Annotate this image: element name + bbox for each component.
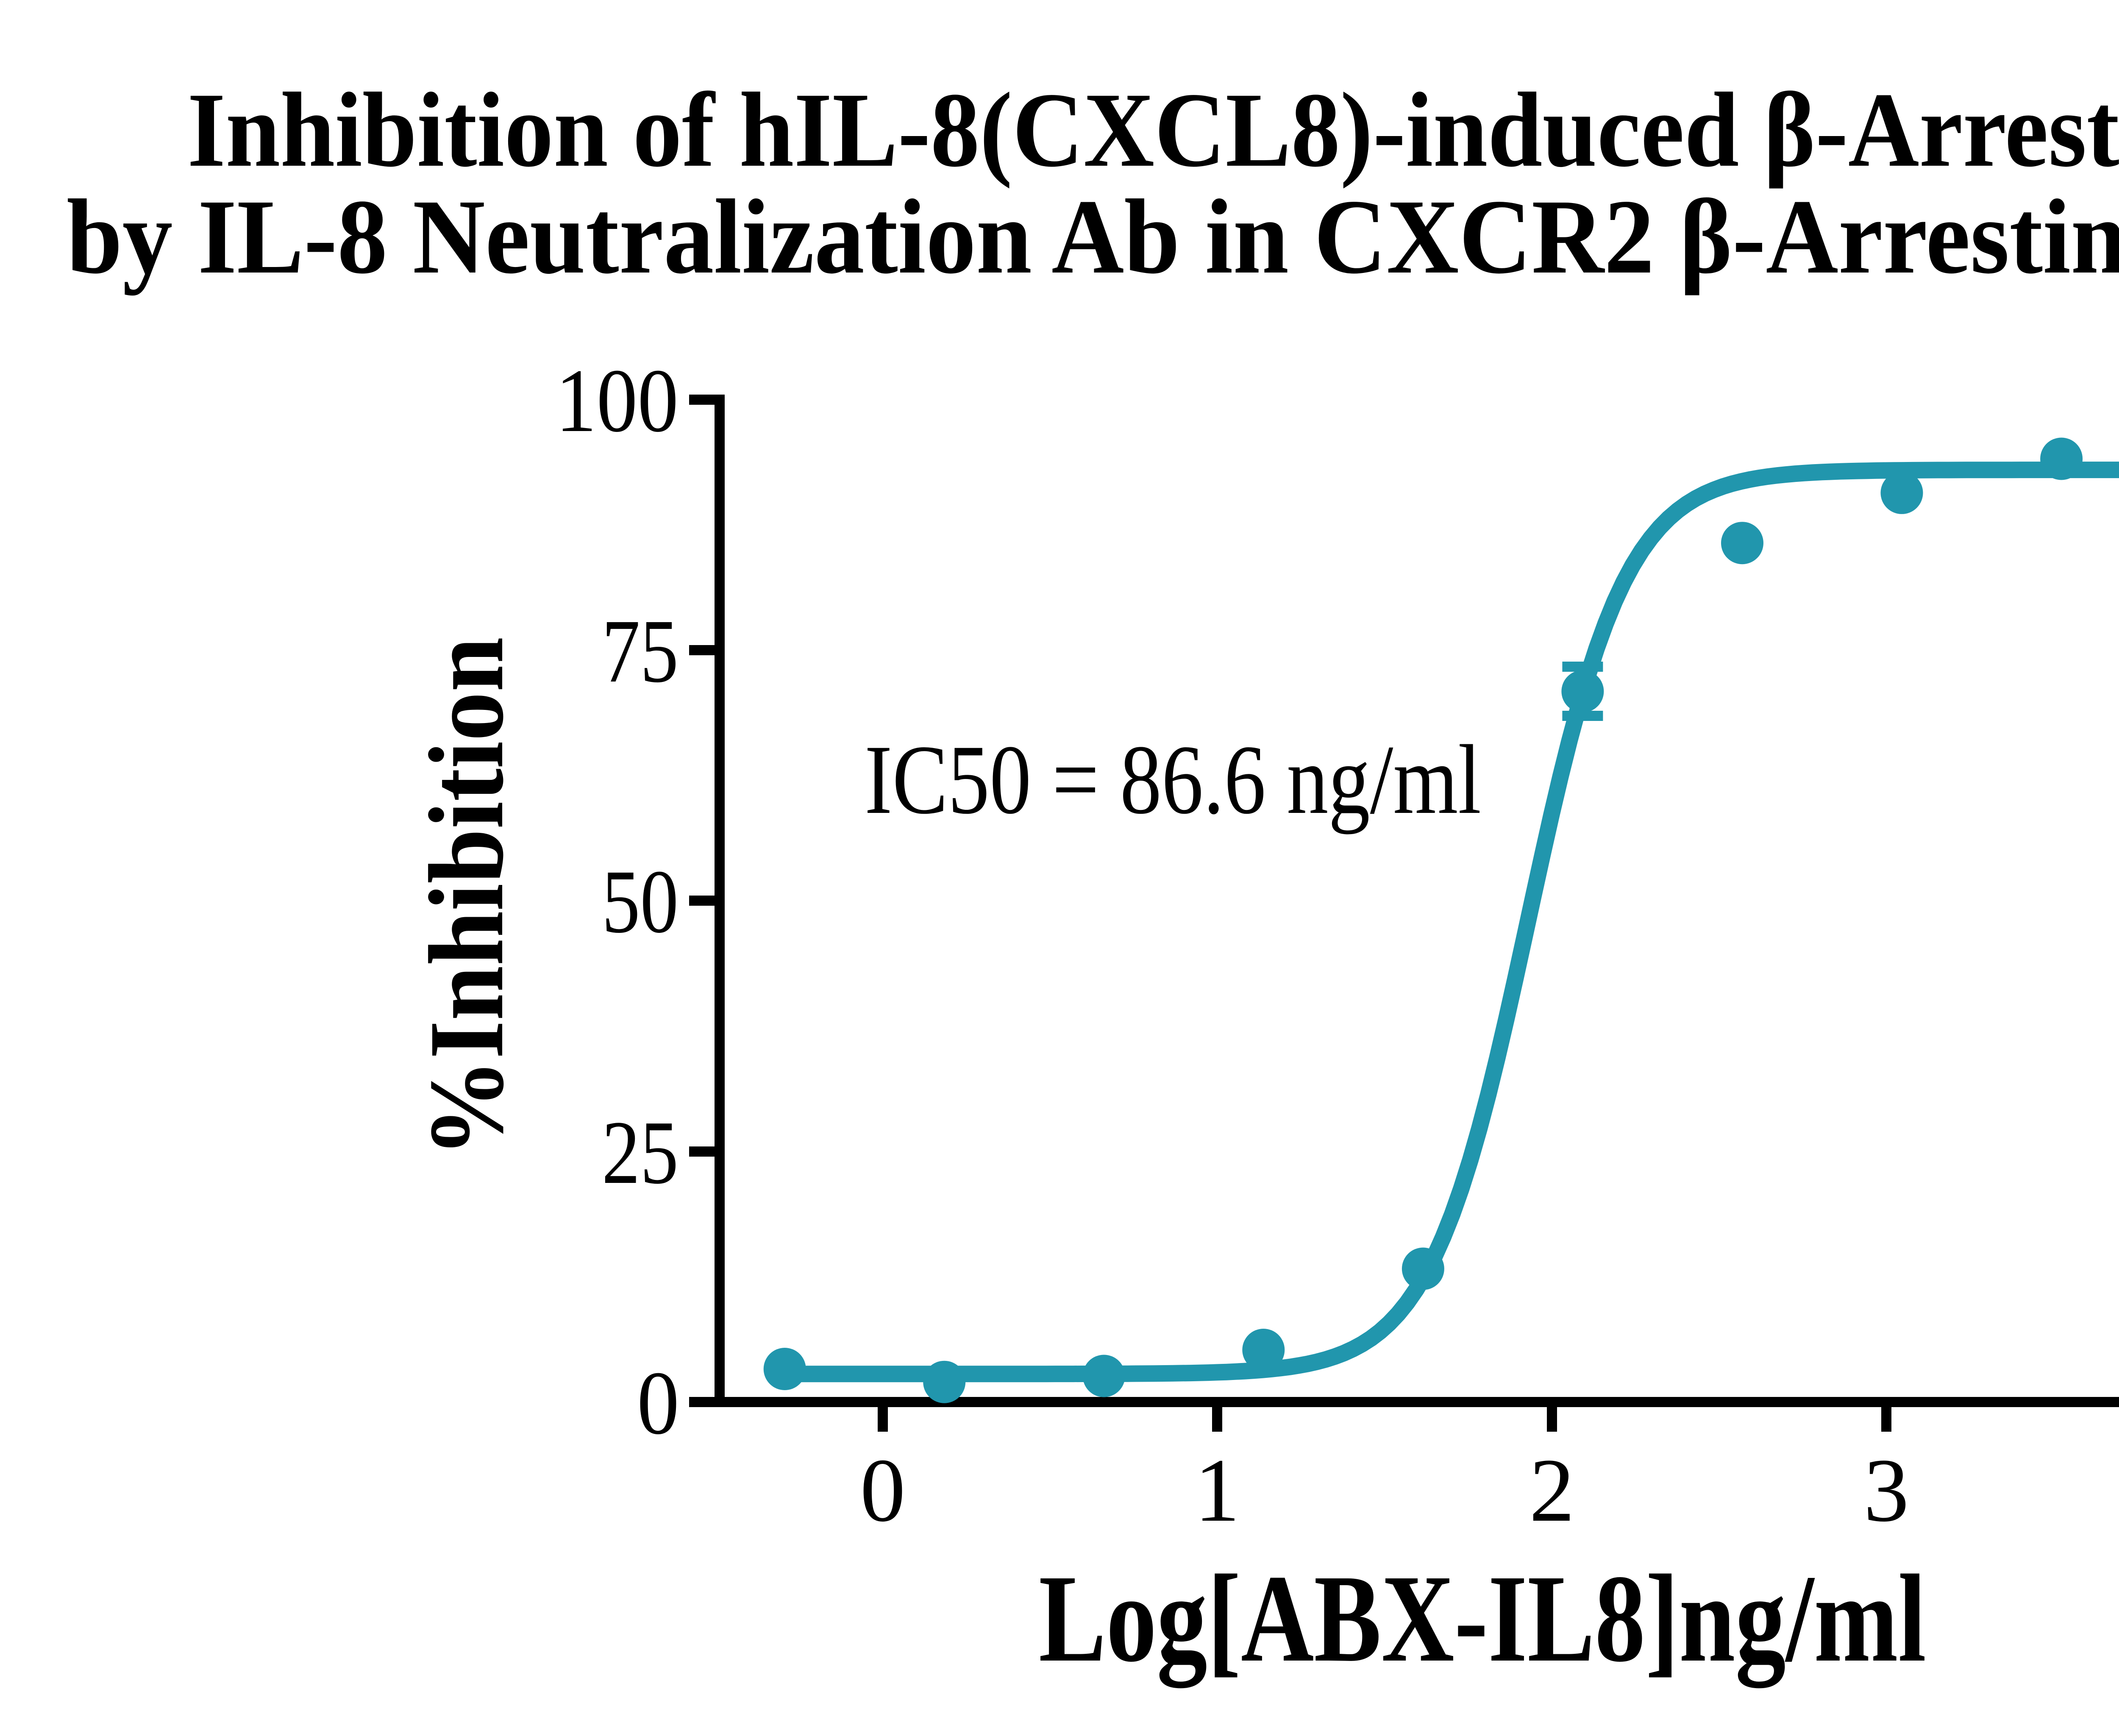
svg-text:0: 0 [637, 1353, 679, 1453]
svg-text:by IL-8 Neutralization Ab in C: by IL-8 Neutralization Ab in CXCR2 β-Arr… [67, 177, 2119, 296]
svg-text:1: 1 [1195, 1440, 1240, 1541]
svg-text:IC50 = 86.6 ng/ml: IC50 = 86.6 ng/ml [865, 724, 1481, 835]
svg-text:75: 75 [602, 601, 679, 701]
svg-text:3: 3 [1864, 1440, 1909, 1541]
svg-text:0: 0 [860, 1440, 906, 1541]
svg-text:100: 100 [556, 351, 679, 451]
svg-text:2: 2 [1529, 1440, 1575, 1541]
svg-text:%Inhibition: %Inhibition [407, 637, 526, 1157]
svg-text:25: 25 [602, 1102, 679, 1203]
svg-text:50: 50 [602, 851, 679, 952]
svg-text:Log[ABX-IL8]ng/ml: Log[ABX-IL8]ng/ml [1039, 1549, 1926, 1690]
svg-text:Inhibition of hIL-8(CXCL8)-ind: Inhibition of hIL-8(CXCL8)-induced β-Arr… [187, 70, 2119, 189]
